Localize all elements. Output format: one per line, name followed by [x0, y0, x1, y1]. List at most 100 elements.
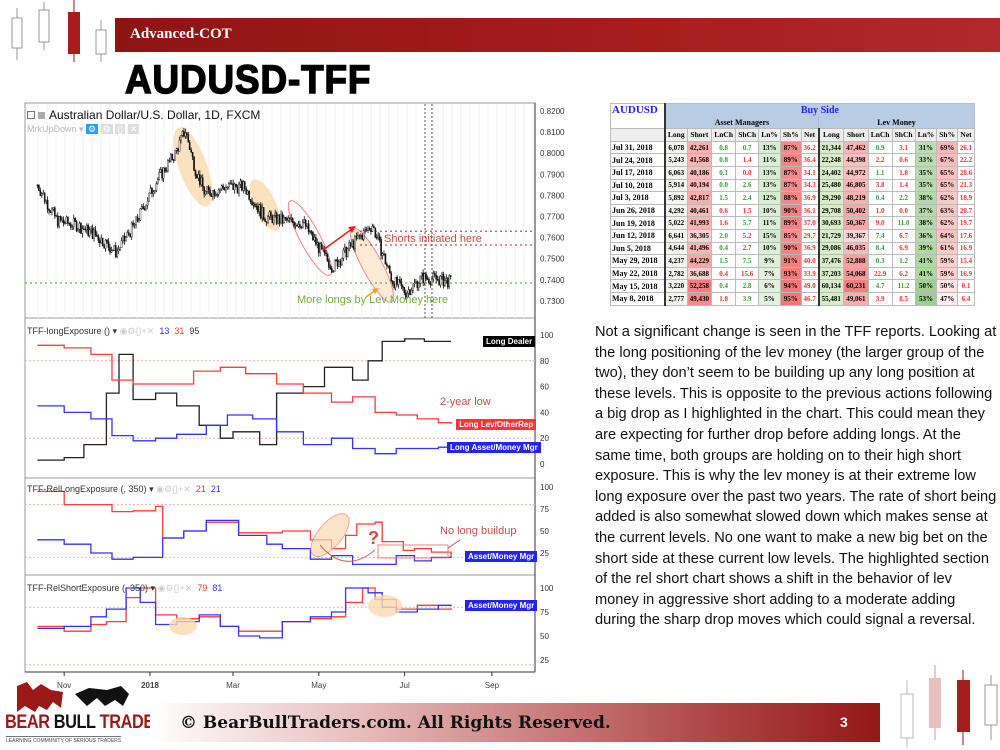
candle-body: [299, 224, 301, 227]
candle-body: [225, 187, 227, 191]
candle-body: [168, 160, 171, 162]
candle-body: [200, 177, 203, 185]
table-cell: 22,248: [817, 153, 845, 167]
table-cell: 11.0: [891, 216, 916, 230]
candle-body: [400, 281, 403, 287]
candle-body: [316, 242, 319, 245]
tradingview-chart[interactable]: 0.8200 0.8100 0.8000 0.7900 0.7800 0.7700 0.76…: [0, 0, 580, 700]
study-rel-long[interactable]: TFF-RelLongExposure (, 350) ▾ ◉⚙{}+✕ 21 …: [27, 484, 221, 494]
candle-body: [338, 261, 340, 267]
table-cell: 67%: [936, 153, 959, 167]
table-cell: 6.9: [891, 241, 916, 256]
candle-body: [391, 280, 394, 284]
candle-body: [375, 237, 378, 239]
candle-body: [404, 292, 407, 298]
candle-body: [423, 273, 426, 284]
study-rel-short[interactable]: TFF-RelShortExposure (, 350) ▾ ◉⚙{}+✕ 79…: [27, 583, 223, 593]
column-header: Short: [843, 128, 869, 142]
candle-body: [267, 216, 269, 223]
study-long-exposure[interactable]: TFF-longExposure () ▾ ◉⚙{}+✕ 13 31 95: [27, 326, 200, 336]
candle-body: [254, 203, 256, 207]
gear-icon[interactable]: ⚙: [100, 124, 113, 134]
row-date: Jul 31, 2018: [609, 140, 666, 155]
study-controls-icon[interactable]: ◉⚙{}+✕: [119, 326, 155, 336]
table-cell: 5%: [758, 291, 781, 306]
table-cell: 13%: [758, 140, 781, 155]
candle-body: [415, 281, 417, 283]
candle-body: [214, 194, 217, 196]
table-cell: 10%: [758, 241, 781, 256]
candle-body: [429, 282, 432, 285]
table-cell: 35%: [914, 178, 938, 193]
table-cell: 11%: [758, 153, 781, 167]
row-date: May 22, 2018: [609, 266, 666, 281]
table-cell: 5,914: [664, 178, 688, 193]
candle-body: [339, 261, 342, 265]
flag-icon: [38, 112, 45, 119]
candle-body: [100, 237, 103, 244]
close-icon[interactable]: ✕: [127, 124, 140, 134]
row-date: Jul 10, 2018: [609, 178, 666, 193]
table-cell: 1.5: [711, 191, 737, 205]
study-controls-icon[interactable]: ◉⚙{}+✕: [157, 583, 193, 593]
table-cell: 35%: [914, 165, 938, 180]
table-cell: 36%: [914, 228, 938, 243]
table-row: Jul 10, 2018 5,914 40,194 0.0 2.6 13% 87% 34.3 2…: [609, 178, 975, 193]
table-cell: 1.8: [891, 165, 916, 180]
highlight-box: [377, 544, 449, 559]
row-date: Jun 5, 2018: [609, 241, 666, 256]
table-cell: 6,063: [664, 165, 688, 180]
candle-body: [39, 190, 42, 196]
price-tick-label: 0.7500: [540, 255, 565, 264]
candle-body: [104, 240, 107, 249]
candle-body: [149, 187, 152, 194]
candle-body: [357, 235, 359, 239]
study-mkup[interactable]: MrkUpDown ▾ ⚙ ⚙ {} ✕: [27, 124, 140, 134]
braces-icon[interactable]: {}: [115, 124, 126, 134]
candle-body: [155, 183, 158, 191]
candle-body: [309, 231, 311, 233]
settings-icon[interactable]: ⚙: [86, 124, 99, 134]
table-cell: 2.2: [891, 191, 916, 205]
table-cell: 42,261: [686, 140, 713, 155]
table-cell: 88%: [779, 191, 802, 205]
table-cell: 13%: [758, 178, 781, 193]
study-controls-icon[interactable]: ◉⚙{}+✕: [156, 484, 191, 494]
candle-body: [201, 177, 204, 188]
column-header: ShCh: [891, 128, 916, 142]
candle-body: [365, 229, 368, 231]
candle-body: [410, 290, 413, 296]
candle-body: [283, 217, 285, 224]
tag-long-dealer: Long Dealer: [483, 336, 536, 347]
red-arrow: [322, 228, 353, 251]
table-cell: 7.5: [735, 254, 760, 268]
table-cell: 36,688: [686, 266, 713, 281]
table-cell: 13%: [758, 165, 781, 180]
candle-body: [348, 242, 350, 249]
series-line: [37, 519, 452, 566]
candle-body: [417, 283, 420, 288]
candle-body: [413, 282, 416, 285]
candle-body: [441, 273, 443, 277]
table-cell: 52,258: [686, 279, 713, 293]
table-cell: 87%: [779, 178, 802, 193]
table-cell: 8.5: [891, 291, 916, 306]
collapse-icon[interactable]: [27, 111, 35, 119]
candle-body: [291, 217, 294, 223]
table-cell: 0.3: [867, 254, 893, 268]
chart-symbol-title: Australian Dollar/U.S. Dollar, 1D, FXCM: [27, 108, 260, 122]
table-cell: 22.2: [957, 153, 975, 167]
decorative-candles-top: [11, 0, 107, 62]
section-title: Advanced-COT: [130, 26, 232, 42]
candle-body: [336, 259, 339, 267]
candle-body: [370, 230, 372, 232]
candle-body: [212, 190, 214, 197]
candle-body: [394, 276, 397, 288]
candle-body: [84, 229, 87, 231]
candle-body: [368, 228, 371, 231]
candle-body: [325, 252, 327, 255]
table-cell: 29,086: [817, 241, 845, 256]
table-cell: 20.7: [957, 203, 975, 218]
candle-body: [45, 199, 47, 202]
table-cell: 37,476: [817, 254, 845, 268]
